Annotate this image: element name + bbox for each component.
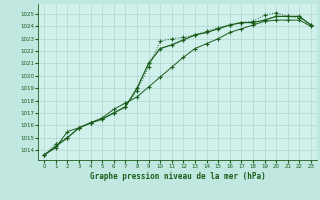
X-axis label: Graphe pression niveau de la mer (hPa): Graphe pression niveau de la mer (hPa) [90,172,266,181]
